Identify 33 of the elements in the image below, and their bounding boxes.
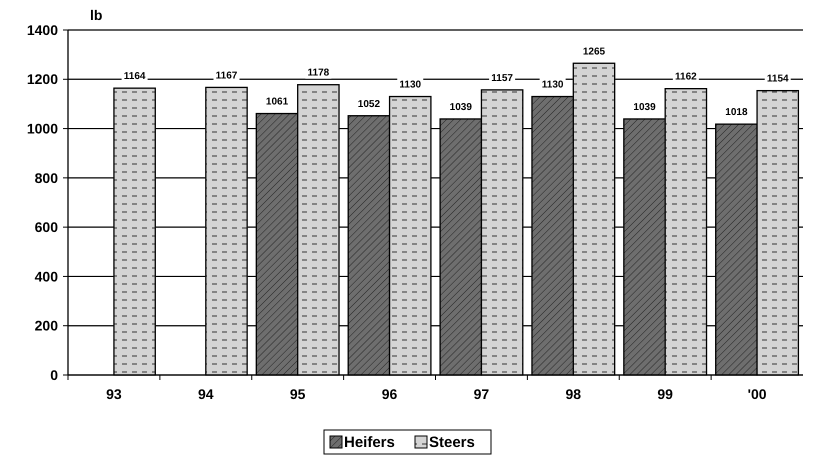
data-label: 1178 bbox=[308, 68, 330, 79]
x-tick-label: 94 bbox=[198, 386, 214, 402]
data-label: 1018 bbox=[725, 107, 748, 118]
legend-label: Steers bbox=[429, 434, 475, 451]
legend-label: Heifers bbox=[344, 434, 395, 451]
data-label: 1039 bbox=[633, 102, 656, 113]
x-tick-label: 93 bbox=[106, 386, 122, 402]
x-tick-label: 98 bbox=[566, 386, 582, 402]
data-label: 1265 bbox=[582, 46, 606, 58]
x-tick-label: 97 bbox=[474, 386, 490, 402]
data-label: 1130 bbox=[542, 80, 564, 91]
y-tick-label: 1200 bbox=[26, 71, 58, 88]
x-tick-label: 96 bbox=[382, 386, 398, 402]
data-label: 1052 bbox=[358, 98, 380, 110]
data-label: 1162 bbox=[675, 72, 698, 83]
y-tick-label: 400 bbox=[34, 268, 58, 284]
data-label: 1157 bbox=[491, 72, 514, 84]
y-tick-label: 800 bbox=[34, 170, 58, 186]
data-label: 1154 bbox=[766, 74, 790, 85]
data-label: 1039 bbox=[450, 102, 472, 113]
y-tick-label: 0 bbox=[50, 366, 58, 383]
y-tick-label: 1000 bbox=[26, 120, 58, 136]
x-tick-label: '00 bbox=[748, 386, 767, 402]
data-label: 1130 bbox=[399, 80, 422, 91]
y-tick-label: 600 bbox=[34, 219, 58, 236]
x-tick-label: 95 bbox=[290, 386, 306, 402]
x-tick-label: 99 bbox=[657, 386, 674, 402]
y-tick-label: 1400 bbox=[26, 22, 58, 38]
y-axis-title: lb bbox=[90, 7, 102, 23]
data-label: 1164 bbox=[124, 71, 146, 82]
data-label: 1061 bbox=[266, 96, 289, 108]
data-label: 1167 bbox=[216, 70, 238, 82]
y-tick-label: 200 bbox=[34, 318, 58, 334]
